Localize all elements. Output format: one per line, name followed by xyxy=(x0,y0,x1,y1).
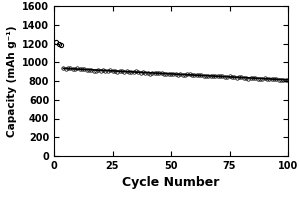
Y-axis label: Capacity (mAh g⁻¹): Capacity (mAh g⁻¹) xyxy=(7,25,16,137)
X-axis label: Cycle Number: Cycle Number xyxy=(122,176,220,189)
